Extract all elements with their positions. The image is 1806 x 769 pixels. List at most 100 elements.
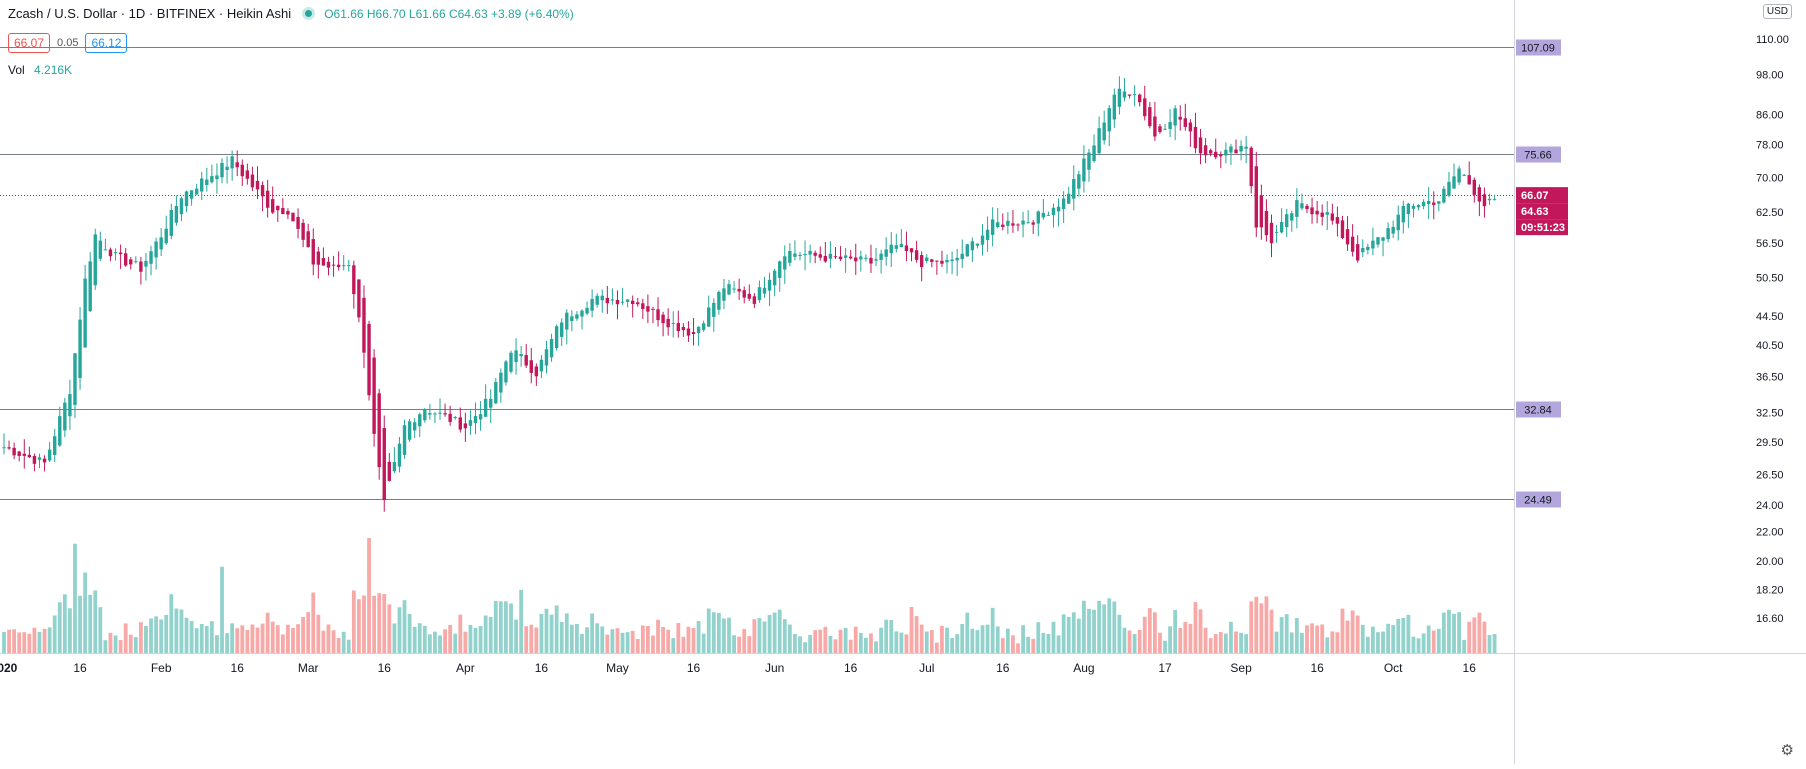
candle-body [970,241,975,251]
candle-body [260,185,265,197]
volume-legend[interactable]: Vol 4.216K [8,63,72,77]
candle-body [1426,200,1431,205]
volume-bar [1011,635,1015,653]
candle-body [539,359,544,372]
volume-bar [869,633,873,653]
volume-bar [990,607,995,653]
volume-bar [853,626,858,653]
candle-body [1371,240,1375,249]
candle-body [134,261,138,263]
volume-bar [174,608,179,653]
symbol-legend[interactable]: Zcash / U.S. Dollar · 1D · BITFINEX · He… [8,6,574,21]
volume-bar [1421,633,1426,653]
volume-bar [1147,608,1152,653]
candle-body [818,254,822,258]
candle-body [1158,126,1162,132]
buy-price-button[interactable]: 66.12 [85,33,128,53]
candle-body [1193,126,1198,149]
price-axis: 16.60 18.20 20.00 22.00 24.00 26.50 29.50 32.50… [1514,0,1806,764]
candle-body [595,295,599,305]
candle-body [27,454,32,458]
volume-bar [123,623,128,653]
volume-bars [2,538,1497,653]
candle-body [712,302,716,317]
volume-bar [691,627,696,653]
currency-label[interactable]: USD [1762,4,1792,19]
volume-bar [427,634,432,653]
candle-body [88,261,92,312]
candle-body [1274,231,1279,233]
sell-price-button[interactable]: 66.07 [8,33,51,53]
volume-bar [1320,624,1325,653]
candle-body [914,250,919,260]
candle-body [960,253,964,260]
candle-body [950,259,954,262]
candle-body [331,264,336,266]
volume-bar [1132,634,1137,653]
candle-body [179,198,184,215]
candle-body [600,295,604,301]
volume-bar [1234,631,1238,653]
candle-body [534,366,539,377]
volume-bar [965,612,970,653]
volume-bar [1152,612,1157,653]
candle-body [1107,108,1111,132]
volume-bar [620,632,625,653]
settings-gear-icon[interactable]: ⚙ [1780,742,1794,759]
candle-body [757,287,762,301]
candle-body [42,458,47,463]
volume-bar [782,619,787,653]
volume-bar [1264,596,1269,653]
volume-bar [899,632,904,653]
volume-bar [929,630,934,653]
volume-bar [519,589,524,653]
candle-body [828,253,833,259]
volume-bar [1406,614,1411,653]
last-price-tag-label: 64.63 [1521,206,1549,218]
candle-body [544,349,549,366]
volume-bar [498,601,503,653]
candle-body [1340,220,1345,239]
volume-bar [696,621,701,653]
volume-bar [554,605,559,653]
candle-body [1219,154,1223,157]
volume-bar [138,622,143,653]
volume-bar [1117,614,1122,653]
volume-bar [919,624,924,653]
candle-body [884,249,888,257]
volume-bar [838,629,843,653]
candle-body [83,278,87,348]
volume-bar [209,621,214,653]
volume-bar [336,637,341,653]
candle-body [47,449,52,461]
candle-body [798,254,802,256]
candle-body [210,176,214,183]
candle-body [691,332,696,335]
candle-body [347,265,351,267]
candle-body [1178,116,1182,120]
candle-body [889,244,893,254]
volume-bar [509,603,513,653]
candle-body [646,306,650,312]
volume-bar [777,609,782,653]
candle-body [489,398,493,408]
candle-body [1300,203,1304,209]
candle-body [1361,247,1365,253]
volume-bar [1401,618,1406,653]
candle-body [382,427,386,501]
volume-bar [666,629,671,653]
sell-price-tag-label: 66.07 [1521,190,1549,202]
symbol-title[interactable]: Zcash / U.S. Dollar · 1D · BITFINEX · He… [8,6,292,21]
time-tick-label: 16 [231,661,245,675]
volume-bar [367,538,371,653]
volume-bar [823,626,828,653]
candle-body [453,416,457,418]
volume-bar [722,618,726,653]
candle-body [230,156,234,169]
volume-bar [27,633,32,653]
volume-bar [1056,635,1061,653]
volume-bar [331,630,336,653]
candle-body [1416,205,1421,208]
